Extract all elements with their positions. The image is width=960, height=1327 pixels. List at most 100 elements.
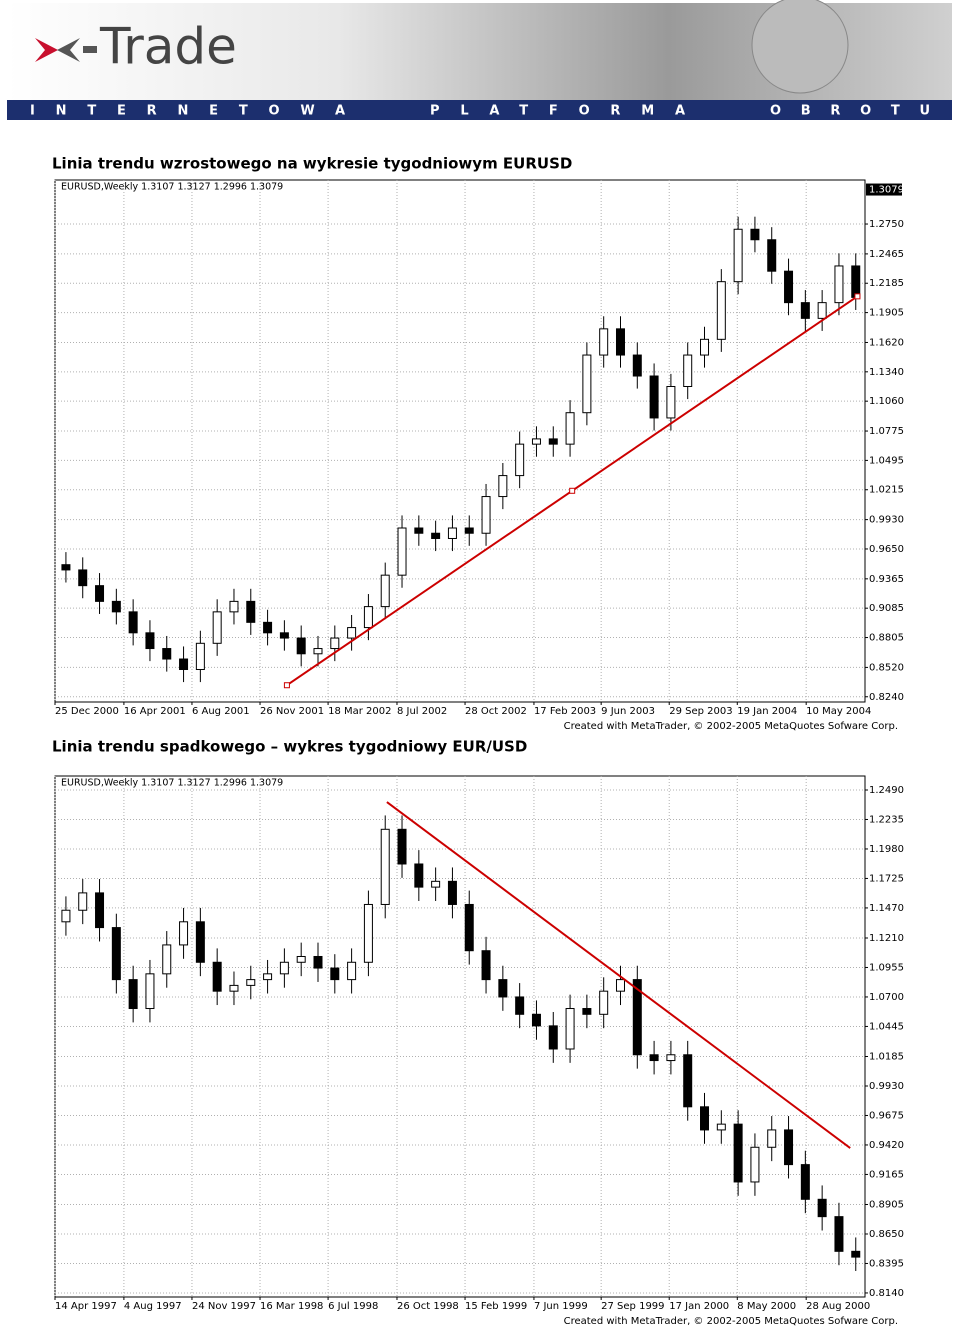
x-tick-label: 18 Mar 2002 bbox=[328, 706, 391, 717]
y-tick-label: 0.9675 bbox=[869, 1110, 904, 1121]
candle-body bbox=[363, 606, 373, 629]
candle-body bbox=[531, 438, 541, 445]
candle-body bbox=[279, 632, 289, 639]
candle-body bbox=[834, 1216, 844, 1252]
candle-body bbox=[296, 955, 306, 963]
candle-body bbox=[817, 1198, 827, 1218]
y-tick-label: 0.8240 bbox=[869, 692, 904, 703]
candle-body bbox=[363, 903, 373, 963]
logo: Trade bbox=[99, 18, 237, 76]
plot-area bbox=[54, 775, 866, 1298]
candle-body bbox=[212, 961, 222, 992]
x-tick-label: 9 Jun 2003 bbox=[601, 706, 655, 717]
y-tick-label: 1.1340 bbox=[869, 367, 904, 378]
candle-body bbox=[649, 1054, 659, 1062]
candle-body bbox=[851, 265, 861, 298]
y-tick-label: 0.8650 bbox=[869, 1229, 904, 1240]
x-tick-label: 26 Oct 1998 bbox=[397, 1301, 459, 1312]
y-tick-label: 0.8805 bbox=[869, 633, 904, 644]
last-price-box bbox=[866, 183, 902, 196]
y-tick-label: 0.9650 bbox=[869, 544, 904, 555]
candle-body bbox=[78, 569, 88, 587]
y-tick-label: 0.9930 bbox=[869, 515, 904, 526]
candle-body bbox=[195, 921, 205, 963]
candle-body bbox=[733, 1123, 743, 1183]
y-tick-label: 0.9420 bbox=[869, 1140, 904, 1151]
y-tick-label: 1.1620 bbox=[869, 337, 904, 348]
candle-body bbox=[582, 1008, 592, 1015]
y-tick-label: 1.0215 bbox=[869, 485, 904, 496]
candle-body bbox=[380, 574, 390, 608]
candle-body bbox=[397, 828, 407, 865]
y-tick-label: 1.2750 bbox=[869, 219, 904, 230]
candle-body bbox=[632, 979, 642, 1056]
candle-body bbox=[464, 903, 474, 952]
footer: Created with MetaTrader, © 2002-2005 Met… bbox=[564, 1316, 898, 1327]
candle-body bbox=[565, 1008, 575, 1050]
candle-body bbox=[599, 328, 609, 356]
candle-body bbox=[800, 1164, 810, 1200]
candle-body bbox=[95, 585, 105, 602]
candle-body bbox=[733, 228, 743, 283]
x-tick-label: 16 Mar 1998 bbox=[260, 1301, 323, 1312]
last-price-label: 1.3079 bbox=[869, 185, 904, 196]
chart-subtitle: EURUSD,Weekly 1.3107 1.3127 1.2996 1.307… bbox=[61, 182, 283, 193]
candle-body bbox=[582, 354, 592, 414]
heading: Linia trendu spadkowego – wykres tygodni… bbox=[52, 738, 527, 756]
candle-body bbox=[212, 611, 222, 644]
candle-body bbox=[229, 600, 239, 613]
candle-body bbox=[95, 892, 105, 929]
x-tick-label: 24 Nov 1997 bbox=[192, 1301, 256, 1312]
candle-body bbox=[800, 302, 810, 319]
y-tick-label: 0.9365 bbox=[869, 574, 904, 585]
x-tick-label: 8 Jul 2002 bbox=[397, 706, 447, 717]
candle-body bbox=[767, 1129, 777, 1148]
x-tick-label: 6 Aug 2001 bbox=[192, 706, 250, 717]
candle-body bbox=[666, 385, 676, 419]
x-tick-label: 28 Oct 2002 bbox=[465, 706, 527, 717]
candle-body bbox=[246, 979, 256, 986]
candle-body bbox=[330, 637, 340, 650]
candle-body bbox=[784, 270, 794, 304]
candle-body bbox=[548, 1025, 558, 1050]
x-tick-label: 27 Sep 1999 bbox=[601, 1301, 664, 1312]
banner-word: PLATFORMA bbox=[430, 104, 685, 119]
y-tick-label: 0.8905 bbox=[869, 1200, 904, 1211]
candle-body bbox=[649, 375, 659, 419]
y-tick-label: 1.1210 bbox=[869, 933, 904, 944]
x-tick-label: 16 Apr 2001 bbox=[124, 706, 186, 717]
candle-body bbox=[380, 828, 390, 905]
candle-body bbox=[784, 1129, 794, 1166]
candle-body bbox=[515, 996, 525, 1015]
candle-body bbox=[61, 909, 71, 923]
candle-body bbox=[481, 950, 491, 981]
y-tick-label: 1.1725 bbox=[869, 873, 904, 884]
candle-body bbox=[414, 863, 424, 888]
candle-body bbox=[313, 648, 323, 655]
candle-body bbox=[750, 228, 760, 241]
trend-handle bbox=[283, 682, 290, 689]
y-tick-label: 1.0955 bbox=[869, 962, 904, 973]
x-tick-label: 14 Apr 1997 bbox=[55, 1301, 117, 1312]
candle-body bbox=[162, 944, 172, 975]
candle-body bbox=[414, 527, 424, 534]
y-tick-label: 1.0700 bbox=[869, 992, 904, 1003]
trend-line bbox=[386, 801, 851, 1149]
x-tick-label: 10 May 2004 bbox=[806, 706, 871, 717]
candle-body bbox=[431, 880, 441, 888]
candle-body bbox=[817, 302, 827, 319]
candle-body bbox=[767, 239, 777, 272]
candle-body bbox=[615, 328, 625, 356]
candle-body bbox=[263, 621, 273, 634]
y-tick-label: 1.1470 bbox=[869, 903, 904, 914]
candle-body bbox=[296, 637, 306, 655]
candle-body bbox=[851, 1250, 861, 1258]
y-tick-label: 1.2235 bbox=[869, 814, 904, 825]
candle-body bbox=[498, 475, 508, 498]
footer: Created with MetaTrader, © 2002-2005 Met… bbox=[564, 721, 898, 732]
candle-body bbox=[515, 443, 525, 477]
candle-body bbox=[599, 990, 609, 1015]
candle-body bbox=[195, 642, 205, 671]
candle-body bbox=[145, 973, 155, 1010]
